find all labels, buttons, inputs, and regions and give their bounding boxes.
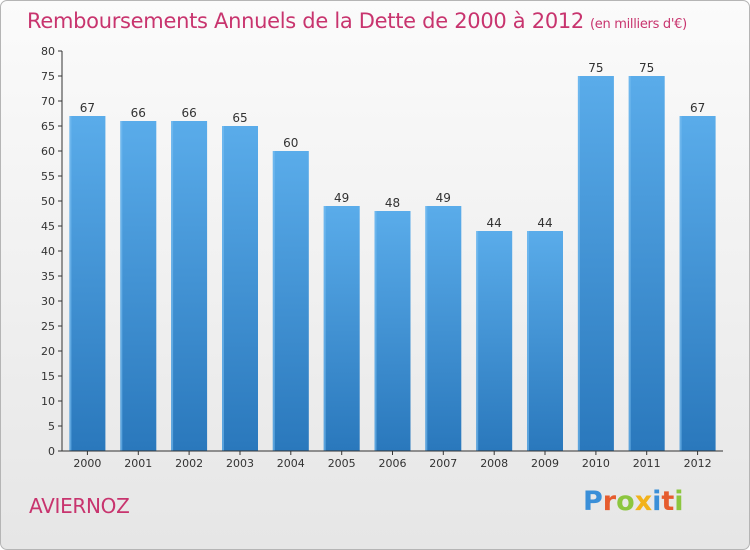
bar-2007: [425, 206, 462, 451]
data-label: 67: [690, 101, 705, 115]
x-tick-label: 2007: [429, 457, 457, 470]
y-tick-label: 30: [41, 295, 55, 308]
bar-highlight: [374, 211, 377, 451]
bar-2003: [222, 126, 258, 451]
y-tick-label: 50: [41, 195, 55, 208]
y-tick-label: 20: [41, 345, 55, 358]
x-tick-label: 2011: [633, 457, 661, 470]
y-tick-label: 35: [41, 270, 55, 283]
bar-2004: [272, 151, 309, 451]
x-tick-label: 2000: [73, 457, 101, 470]
data-label: 66: [131, 106, 146, 120]
bar-2002: [171, 121, 208, 451]
y-tick-label: 0: [48, 445, 55, 458]
bar-2011: [628, 76, 665, 451]
x-tick-label: 2006: [379, 457, 407, 470]
data-label: 44: [487, 216, 502, 230]
x-tick-label: 2003: [226, 457, 254, 470]
place-name: AVIERNOZ: [29, 494, 130, 518]
data-label: 49: [436, 191, 451, 205]
bar-highlight: [272, 151, 275, 451]
bar-2005: [323, 206, 360, 451]
bar-highlight: [171, 121, 174, 451]
data-label: 75: [588, 61, 603, 75]
x-tick-label: 2004: [277, 457, 305, 470]
data-label: 65: [232, 111, 247, 125]
logo-letter: t: [661, 486, 675, 517]
x-tick-label: 2008: [480, 457, 508, 470]
x-tick-label: 2009: [531, 457, 559, 470]
data-label: 75: [639, 61, 654, 75]
y-tick-label: 40: [41, 245, 55, 258]
y-tick-label: 60: [41, 145, 55, 158]
logo-letter: o: [616, 486, 635, 517]
bar-highlight: [527, 231, 529, 451]
data-label: 49: [334, 191, 349, 205]
data-label: 48: [385, 196, 400, 210]
y-tick-label: 65: [41, 120, 55, 133]
bar-2008: [476, 231, 513, 451]
bar-highlight: [679, 116, 682, 451]
bar-highlight: [120, 121, 123, 451]
bar-2012: [679, 116, 716, 451]
data-label: 60: [283, 136, 298, 150]
bar-highlight: [69, 116, 72, 451]
bar-highlight: [476, 231, 479, 451]
logo-letter: P: [583, 486, 603, 517]
bar-highlight: [628, 76, 631, 451]
x-tick-label: 2012: [684, 457, 712, 470]
x-tick-label: 2002: [175, 457, 203, 470]
data-label: 67: [80, 101, 95, 115]
logo-letter: i: [652, 486, 662, 517]
bar-2010: [577, 76, 614, 451]
bar-2001: [120, 121, 157, 451]
y-tick-label: 10: [41, 395, 55, 408]
bar-2000: [69, 116, 106, 451]
proxiti-logo: Proxiti: [583, 486, 684, 517]
y-tick-label: 25: [41, 320, 55, 333]
bar-highlight: [323, 206, 326, 451]
y-tick-label: 70: [41, 95, 55, 108]
y-tick-label: 15: [41, 370, 55, 383]
x-tick-label: 2005: [328, 457, 356, 470]
bar-2009: [527, 231, 563, 451]
y-tick-label: 55: [41, 170, 55, 183]
bar-highlight: [425, 206, 428, 451]
logo-letter: r: [602, 486, 617, 517]
y-tick-label: 80: [41, 45, 55, 58]
axes-group: [58, 50, 723, 455]
bar-highlight: [222, 126, 224, 451]
bar-highlight: [577, 76, 580, 451]
y-tick-label: 5: [48, 420, 55, 433]
bars-group: [69, 76, 716, 451]
logo-letter: x: [634, 486, 653, 517]
data-label: 44: [537, 216, 552, 230]
x-tick-label: 2001: [124, 457, 152, 470]
bar-2006: [374, 211, 411, 451]
chart-title: Remboursements Annuels de la Dette de 20…: [27, 9, 687, 33]
x-tick-label: 2010: [582, 457, 610, 470]
y-tick-label: 45: [41, 220, 55, 233]
logo-letter: i: [674, 486, 684, 517]
chart-subtitle: (en milliers d'€): [590, 17, 687, 32]
labels-group: 6720006620016620026520036020044920054820…: [41, 45, 712, 470]
y-tick-label: 75: [41, 70, 55, 83]
data-label: 66: [181, 106, 196, 120]
chart-title-text: Remboursements Annuels de la Dette de 20…: [27, 9, 584, 33]
